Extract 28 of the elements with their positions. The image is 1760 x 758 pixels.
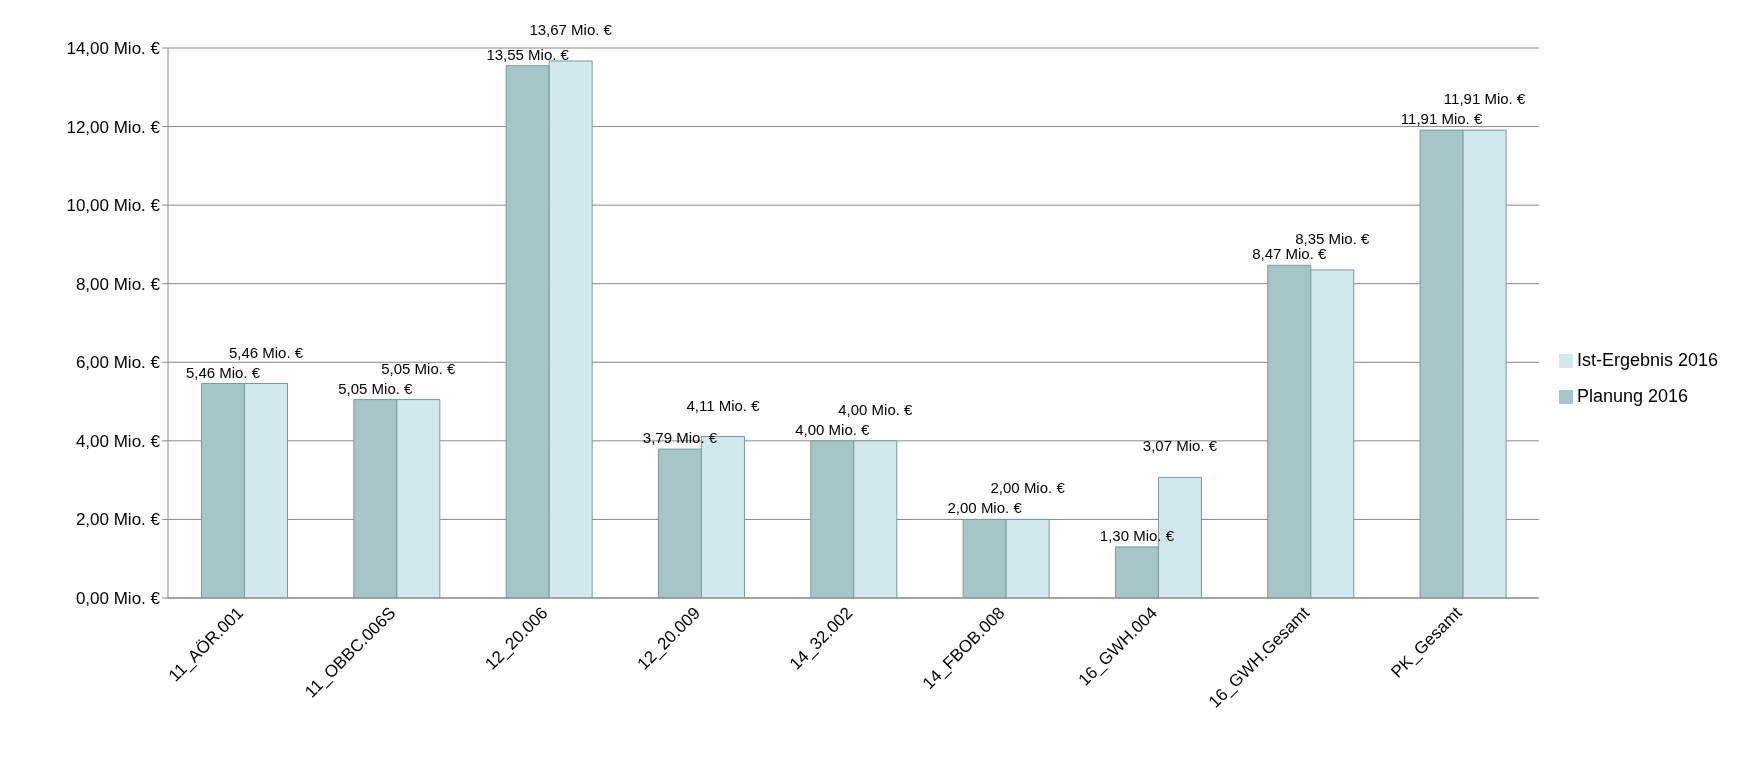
data-label: 2,00 Mio. € xyxy=(990,479,1066,497)
data-label: 5,05 Mio. € xyxy=(381,359,457,377)
data-label: 8,47 Mio. € xyxy=(1252,245,1328,263)
data-label: 8,35 Mio. € xyxy=(1295,229,1371,247)
y-tick-label: 0,00 Mio. € xyxy=(75,589,161,609)
legend-label: Planung 2016 xyxy=(1576,386,1689,406)
y-tick-label: 12,00 Mio. € xyxy=(66,117,161,137)
data-label: 3,79 Mio. € xyxy=(642,429,718,447)
data-label: 1,30 Mio. € xyxy=(1099,526,1175,544)
y-tick-label: 8,00 Mio. € xyxy=(75,274,161,294)
data-label: 4,00 Mio. € xyxy=(838,400,914,418)
y-tick-label: 2,00 Mio. € xyxy=(75,510,161,530)
data-label: 11,91 Mio. € xyxy=(1443,90,1526,108)
data-label: 5,46 Mio. € xyxy=(185,363,261,381)
data-label: 5,46 Mio. € xyxy=(228,343,304,361)
legend-label: Ist-Ergebnis 2016 xyxy=(1576,350,1718,370)
data-label: 11,91 Mio. € xyxy=(1400,110,1483,128)
data-label: 13,55 Mio. € xyxy=(486,45,570,63)
data-label: 2,00 Mio. € xyxy=(947,499,1023,517)
data-label: 13,67 Mio. € xyxy=(529,20,613,38)
data-label: 4,11 Mio. € xyxy=(686,396,761,414)
y-tick-label: 6,00 Mio. € xyxy=(75,353,161,373)
data-label: 4,00 Mio. € xyxy=(795,420,871,438)
y-tick-label: 14,00 Mio. € xyxy=(66,39,161,59)
data-label: 5,05 Mio. € xyxy=(338,379,414,397)
data-label: 3,07 Mio. € xyxy=(1142,437,1218,455)
y-tick-label: 4,00 Mio. € xyxy=(75,431,161,451)
y-tick-label: 10,00 Mio. € xyxy=(66,196,161,216)
